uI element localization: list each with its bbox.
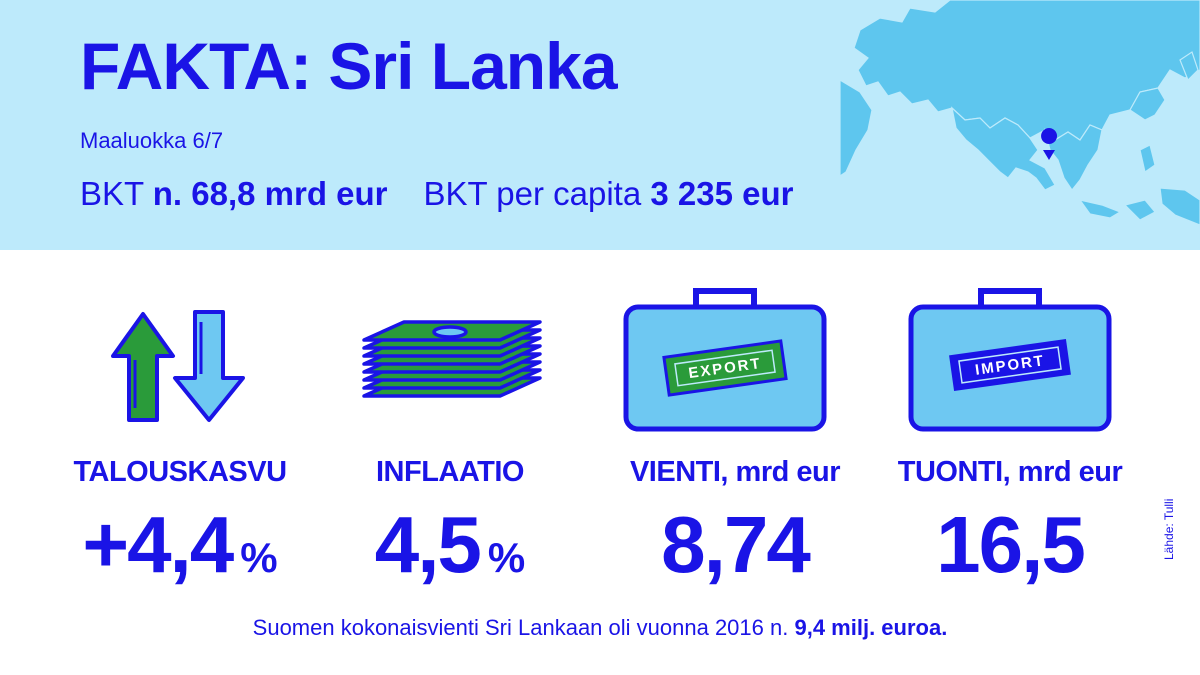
growth-label: TALOUSKASVU bbox=[73, 456, 287, 488]
header-banner: FAKTA: Sri Lanka Maaluokka 6/7 BKT n. 68… bbox=[0, 0, 1200, 250]
import-value: 16,5 bbox=[936, 500, 1086, 589]
money-stack-icon bbox=[362, 320, 542, 398]
gdp-line: BKT n. 68,8 mrd eur BKT per capita 3 235 … bbox=[80, 175, 794, 213]
page-title: FAKTA: Sri Lanka bbox=[80, 29, 618, 103]
growth-value: +4,4% bbox=[40, 505, 320, 585]
inflation-label: INFLAATIO bbox=[376, 456, 525, 488]
gdp-per-capita-label: BKT per capita bbox=[423, 175, 642, 212]
import-label: TUONTI, mrd eur bbox=[897, 456, 1123, 488]
footer-highlight: 9,4 milj. euroa. bbox=[794, 615, 948, 640]
gdp-label: BKT bbox=[80, 175, 144, 212]
export-suitcase-icon: EXPORT bbox=[623, 288, 827, 432]
footer-text: Suomen kokonaisvienti Sri Lankaan oli vu… bbox=[252, 615, 789, 640]
inflation-value: 4,5% bbox=[310, 505, 590, 585]
country-class-label: Maaluokka 6/7 bbox=[80, 128, 224, 153]
growth-unit: % bbox=[240, 534, 278, 581]
export-label: VIENTI, mrd eur bbox=[629, 456, 841, 488]
inflation-number: 4,5 bbox=[374, 500, 482, 589]
growth-arrows-icon bbox=[111, 310, 245, 422]
gdp-value: n. 68,8 mrd eur bbox=[152, 175, 388, 212]
export-value: 8,74 bbox=[661, 500, 811, 589]
location-pin-icon bbox=[1041, 128, 1058, 160]
footer-note: Suomen kokonaisvienti Sri Lankaan oli vu… bbox=[0, 615, 1200, 641]
inflation-unit: % bbox=[487, 534, 526, 581]
source-credit: Lähde: Tulli bbox=[1162, 498, 1176, 560]
growth-number: +4,4 bbox=[82, 500, 234, 589]
gdp-per-capita-value: 3 235 eur bbox=[650, 175, 794, 212]
asia-map-icon bbox=[840, 0, 1200, 226]
import-suitcase-icon: IMPORT bbox=[908, 288, 1112, 432]
